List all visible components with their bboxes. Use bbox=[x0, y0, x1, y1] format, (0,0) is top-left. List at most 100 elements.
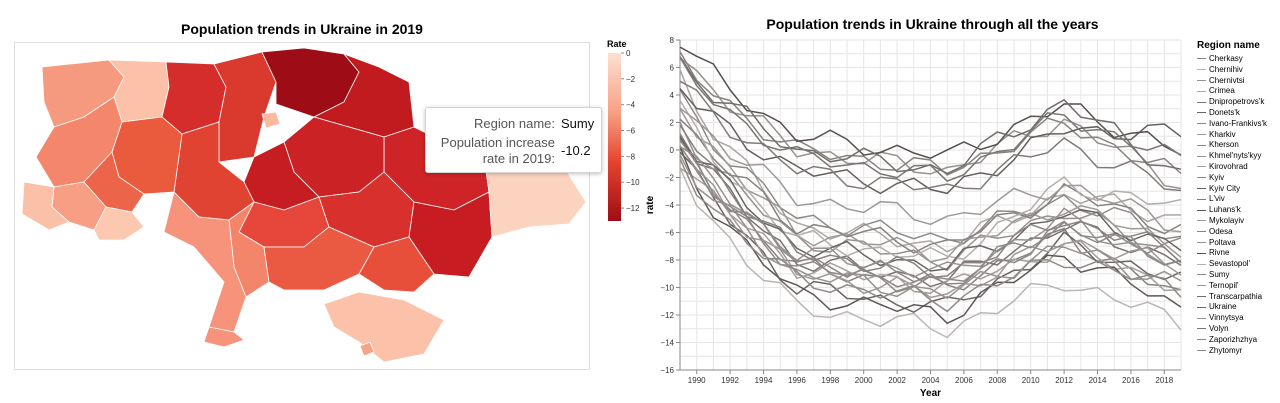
legend-item-cherkasy[interactable]: Cherkasy bbox=[1197, 54, 1267, 65]
y-tick-label: −6 bbox=[665, 229, 675, 238]
legend-tick-label: −10 bbox=[626, 178, 640, 187]
legend-tick-label: 0 bbox=[626, 49, 631, 58]
legend-swatch bbox=[1197, 90, 1206, 92]
legend-label: Dnipropetrovs'k bbox=[1209, 97, 1265, 107]
series-line-chernivtsi[interactable] bbox=[679, 57, 1182, 190]
series-line-odesa[interactable] bbox=[679, 118, 1182, 254]
series-line-ternopil-[interactable] bbox=[679, 107, 1182, 233]
legend-item-mykolayiv[interactable]: Mykolayiv bbox=[1197, 216, 1267, 227]
series-line-l-viv[interactable] bbox=[679, 80, 1182, 192]
series-line-kirovohrad[interactable] bbox=[679, 167, 1182, 295]
tooltip-rate-label-line1: Population increase bbox=[440, 135, 555, 150]
series-line-zaporizhzhya[interactable] bbox=[679, 124, 1182, 279]
series-line-volyn[interactable] bbox=[679, 56, 1182, 182]
legend-item-odesa[interactable]: Odesa bbox=[1197, 227, 1267, 238]
legend-item-ternopil-[interactable]: Ternopil' bbox=[1197, 281, 1267, 292]
legend-item-poltava[interactable]: Poltava bbox=[1197, 238, 1267, 249]
legend-label: Kherson bbox=[1209, 140, 1239, 150]
legend-item-l-viv[interactable]: L'viv bbox=[1197, 194, 1267, 205]
x-tick-label: 1996 bbox=[788, 376, 806, 385]
legend-tick-label: −12 bbox=[626, 204, 640, 213]
legend-item-chernihiv[interactable]: Chernihiv bbox=[1197, 65, 1267, 76]
legend-swatch bbox=[1197, 101, 1206, 103]
legend-item-vinnytsya[interactable]: Vinnytsya bbox=[1197, 313, 1267, 324]
series-line-zhytomyr[interactable] bbox=[679, 139, 1182, 283]
legend-label: L'viv bbox=[1209, 194, 1225, 204]
legend-swatch bbox=[1197, 349, 1206, 351]
tooltip-region-label: Region name: bbox=[474, 116, 555, 131]
x-tick-label: 2010 bbox=[1022, 376, 1040, 385]
series-line-rivne[interactable] bbox=[679, 46, 1182, 160]
legend-item-crimea[interactable]: Crimea bbox=[1197, 86, 1267, 97]
legend-label: Volyn bbox=[1209, 323, 1229, 333]
series-line-luhans-k[interactable] bbox=[679, 146, 1182, 325]
series-line-sumy[interactable] bbox=[679, 158, 1182, 313]
map-chart-title: Population trends in Ukraine in 2019 bbox=[181, 21, 423, 37]
legend-item-kharkiv[interactable]: Kharkiv bbox=[1197, 130, 1267, 141]
legend-title: Rate bbox=[607, 39, 627, 49]
map-region-chernivtsi[interactable] bbox=[93, 206, 145, 241]
legend-item-kirovohrad[interactable]: Kirovohrad bbox=[1197, 162, 1267, 173]
map-region-kyiv-city[interactable] bbox=[261, 111, 281, 129]
legend-item-zaporizhzhya[interactable]: Zaporizhzhya bbox=[1197, 335, 1267, 346]
legend-swatch bbox=[1197, 285, 1206, 287]
legend-label: Ternopil' bbox=[1209, 280, 1239, 290]
series-line-kyiv-city[interactable] bbox=[679, 88, 1182, 195]
legend-swatch bbox=[1197, 317, 1206, 319]
legend-label: Kharkiv bbox=[1209, 129, 1236, 139]
legend-item-rivne[interactable]: Rivne bbox=[1197, 248, 1267, 259]
legend-label: Kyiv bbox=[1209, 172, 1225, 182]
legend-item-kyiv[interactable]: Kyiv bbox=[1197, 173, 1267, 184]
legend-item-zhytomyr[interactable]: Zhytomyr bbox=[1197, 346, 1267, 357]
legend-item-kherson[interactable]: Kherson bbox=[1197, 140, 1267, 151]
legend-item-luhans-k[interactable]: Luhans'k bbox=[1197, 205, 1267, 216]
legend-item-ivano-frankivs-k[interactable]: Ivano-Frankivs'k bbox=[1197, 119, 1267, 130]
legend-tick-label: −6 bbox=[626, 127, 636, 136]
legend-swatch bbox=[1197, 133, 1206, 135]
tooltip-rate-label-line2: rate in 2019: bbox=[482, 151, 555, 166]
legend-item-sevastopol-[interactable]: Sevastopol' bbox=[1197, 259, 1267, 270]
series-line-poltava[interactable] bbox=[679, 154, 1182, 300]
series-line-sevastopol-[interactable] bbox=[679, 100, 1182, 260]
rate-legend: Rate 0 −2 −4 −6 −8 −10 −12 bbox=[607, 39, 640, 221]
legend-item-dnipropetrovs-k[interactable]: Dnipropetrovs'k bbox=[1197, 97, 1267, 108]
map-region-kherson[interactable] bbox=[263, 226, 375, 291]
legend-item-kyiv-city[interactable]: Kyiv City bbox=[1197, 184, 1267, 195]
legend-swatch bbox=[1197, 252, 1206, 254]
map-region-sevastopol[interactable] bbox=[359, 341, 375, 357]
legend-item-donets-k[interactable]: Donets'k bbox=[1197, 108, 1267, 119]
map-region-crimea[interactable] bbox=[323, 291, 445, 363]
y-tick-label: 8 bbox=[670, 36, 675, 45]
x-tick-label: 1990 bbox=[688, 376, 706, 385]
ukraine-map[interactable] bbox=[14, 42, 590, 370]
series-line-kherson[interactable] bbox=[679, 89, 1182, 245]
x-tick-label: 2018 bbox=[1155, 376, 1173, 385]
x-tick-label: 2000 bbox=[855, 376, 873, 385]
series-line-dnipropetrovs-k[interactable] bbox=[679, 137, 1182, 288]
legend-tick-label: −2 bbox=[626, 75, 636, 84]
map-region-transcarpathia[interactable] bbox=[21, 181, 70, 231]
line-chart: 1990 1992 1994 1996 1998 2000 2002 2004 2006 2008… bbox=[645, 36, 1182, 399]
legend-swatch bbox=[1197, 58, 1206, 60]
map-region-kyiv-oblast[interactable] bbox=[213, 51, 277, 163]
legend-swatch bbox=[1197, 144, 1206, 146]
legend-item-chernivtsi[interactable]: Chernivtsi bbox=[1197, 76, 1267, 87]
legend-item-volyn[interactable]: Volyn bbox=[1197, 324, 1267, 335]
legend-label: Khmel'nyts'kyy bbox=[1209, 151, 1262, 161]
x-tick-label: 1992 bbox=[721, 376, 739, 385]
legend-item-sumy[interactable]: Sumy bbox=[1197, 270, 1267, 281]
legend-swatch bbox=[1197, 241, 1206, 243]
legend-label: Poltava bbox=[1209, 237, 1236, 247]
series-line-donets-k[interactable] bbox=[679, 151, 1182, 314]
series-line-mykolayiv[interactable] bbox=[679, 108, 1182, 263]
series-line-chernihiv[interactable] bbox=[679, 167, 1182, 339]
legend-item-ukraine[interactable]: Ukraine bbox=[1197, 302, 1267, 313]
y-tick-label: 4 bbox=[670, 91, 675, 100]
map-region-odesa-south[interactable] bbox=[203, 326, 245, 348]
map-tooltip: Region name: Sumy Population increase ra… bbox=[425, 107, 602, 173]
legend-item-khmel-nyts-kyy[interactable]: Khmel'nyts'kyy bbox=[1197, 151, 1267, 162]
legend-item-transcarpathia[interactable]: Transcarpathia bbox=[1197, 292, 1267, 303]
x-tick-label: 2014 bbox=[1089, 376, 1107, 385]
series-line-ivano-frankivs-k[interactable] bbox=[679, 51, 1182, 176]
y-tick-label: −4 bbox=[665, 201, 675, 210]
